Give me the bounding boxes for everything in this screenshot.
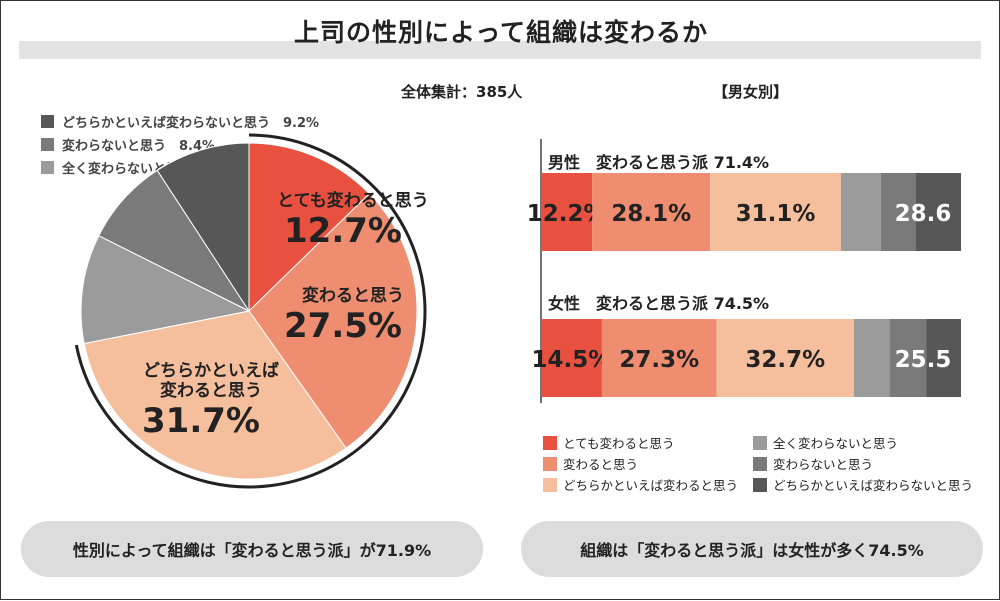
bar-segment — [592, 173, 711, 251]
bar-segment — [541, 173, 593, 251]
legend-label: 変わらないと思う — [773, 457, 874, 472]
bar-segment-label: 32.7% — [745, 347, 825, 373]
pie-slice-value: 27.5% — [284, 306, 402, 346]
legend-swatch — [41, 161, 54, 174]
bar-legend-rather: どちらかといえば変わると思う — [543, 475, 738, 494]
bar-segment — [541, 319, 602, 397]
legend-label: 全く変わらないと思う — [773, 436, 899, 451]
pie-slice — [98, 169, 251, 313]
bar-segment — [840, 173, 881, 251]
pie-slice — [80, 235, 251, 345]
bar-segment-label: 14.5% — [532, 347, 612, 373]
legend-label: どちらかといえば変わらないと思う — [773, 478, 974, 493]
bar-segment — [880, 173, 916, 251]
page-title: 上司の性別によって組織は変わるか — [293, 18, 708, 47]
bar-segment — [915, 173, 961, 251]
bar-group-label: 25.5 — [895, 347, 952, 373]
bar-segment — [889, 319, 927, 397]
legend-swatch — [543, 477, 557, 492]
pie-slice — [83, 310, 347, 480]
pie-legend-rather-not: どちらかといえば変わらないと思う 9.2% — [41, 112, 319, 131]
summary-pill-left: 性別によって組織は「変わると思う派」が71.9% — [21, 521, 483, 577]
legend-swatch — [543, 456, 557, 471]
legend-swatch — [753, 435, 767, 450]
legend-label: とても変わると思う — [563, 436, 675, 451]
legend-swatch — [41, 115, 54, 128]
pie-chart: とても変わると思う12.7%変わると思う27.5%どちらかといえば変わると思う3… — [74, 133, 429, 489]
male-bar-header: 男性 変わると思う派 71.4% — [548, 153, 770, 172]
total-count-label: 全体集計：385人 — [401, 83, 523, 101]
bar-legend-not-at-all: 全く変わらないと思う — [753, 433, 898, 452]
bar-segment — [601, 319, 717, 397]
legend-label: どちらかといえば変わらないと思う 9.2% — [62, 116, 320, 131]
bar-legend-not: 変わらないと思う — [753, 454, 873, 473]
bar-segment-label: 31.1% — [736, 201, 816, 227]
pie-legend-not: 変わらないと思う 8.4% — [41, 135, 215, 154]
bar-segment — [926, 319, 961, 397]
pie-slice-label: 変わると思う — [160, 380, 262, 401]
bar-legend-change: 変わると思う — [543, 454, 638, 473]
pie-slice — [248, 142, 370, 313]
legend-swatch — [753, 456, 767, 471]
pie-slice-value: 12.7% — [284, 211, 402, 251]
pie-slice — [248, 193, 418, 449]
legend-swatch — [41, 138, 54, 151]
bar-segment — [710, 173, 841, 251]
summary-pill-right: 組織は「変わると思う派」は女性が多く74.5% — [521, 521, 983, 577]
pie-slice-label: とても変わると思う — [277, 190, 429, 211]
pie-outer-arc — [74, 133, 427, 489]
pie-slice-value: 31.7% — [142, 401, 260, 441]
pie-slice-label: どちらかといえば — [143, 361, 279, 381]
legend-label: どちらかといえば変わると思う — [563, 478, 739, 493]
bar-group-label: 28.6 — [895, 201, 952, 227]
pie-slice-label: 変わると思う — [302, 285, 404, 306]
pie-slice — [156, 142, 250, 313]
bar-segment-label: 27.3% — [619, 347, 699, 373]
bar-legend-rather-not: どちらかといえば変わらないと思う — [753, 475, 973, 494]
female-bar-header: 女性 変わると思う派 74.5% — [548, 294, 770, 313]
bar-segment-label: 28.1% — [611, 201, 691, 227]
legend-swatch — [543, 435, 557, 450]
stacked-bar-chart: 12.2% 28.1% 31.1% 28.614.5% 27.3% 32.7% 25.5 — [527, 139, 961, 403]
legend-swatch — [753, 477, 767, 492]
bar-legend-very: とても変わると思う — [543, 433, 675, 452]
bar-segment — [853, 319, 890, 397]
bar-segment — [716, 319, 854, 397]
legend-label: 変わらないと思う 8.4% — [62, 139, 216, 154]
gender-section-label: 【男女別】 — [713, 83, 789, 101]
title-band — [19, 41, 981, 59]
legend-label: 変わると思う — [563, 457, 639, 472]
